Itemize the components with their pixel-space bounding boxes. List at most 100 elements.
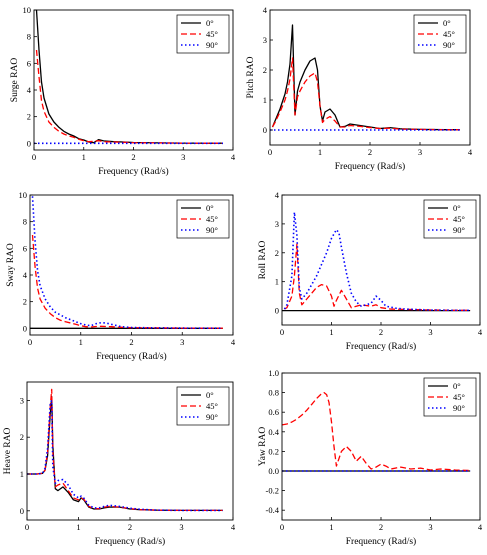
surge-chart: 0 1 2 3 4 0 2 4 6 8 10 Frequency (Rad/s) Surge RAO 0°… [10, 5, 236, 177]
yaw-y-tick-label: 1.0 [268, 368, 279, 378]
yaw-y-tick-label: 0.0 [268, 466, 279, 476]
yaw-y-tick-label: 0.2 [268, 446, 279, 456]
surge-y-tick-label: 6 [27, 58, 31, 68]
heave-y-axis-label: Heave RAO [3, 428, 13, 475]
sway-y-tick-label: 0 [23, 323, 27, 333]
heave-x-tick-label: 1 [76, 522, 80, 532]
pitch-x-tick-label: 3 [418, 147, 422, 157]
pitch-legend-label: 45° [443, 29, 455, 39]
surge-y-tick-label: 4 [27, 85, 32, 95]
heave-y-tick-label: 2 [20, 432, 24, 442]
heave-series-90deg [27, 399, 223, 512]
roll-x-tick-label: 0 [280, 327, 284, 337]
heave-legend-label: 90° [206, 412, 218, 422]
heave-x-tick-label: 2 [128, 522, 132, 532]
sway-legend-label: 45° [206, 214, 218, 224]
pitch-legend-label: 0° [443, 18, 451, 28]
roll-y-tick-label: 0 [275, 306, 279, 316]
yaw-x-tick-label: 3 [428, 522, 432, 532]
yaw-y-tick-label: -0.4 [266, 505, 280, 515]
pitch-x-tick-label: 4 [468, 147, 473, 157]
surge-legend-label: 0° [206, 18, 214, 28]
sway-x-tick-label: 3 [180, 337, 184, 347]
yaw-series-45deg [282, 391, 471, 472]
surge-x-tick-label: 0 [32, 152, 36, 162]
roll-chart: 0 1 2 3 4 0 1 2 3 4 Frequency (Rad/s) Roll RAO 0°45°… [258, 190, 483, 352]
surge-legend-label: 45° [206, 29, 218, 39]
sway-series-45deg [31, 234, 223, 329]
roll-series-45deg [284, 243, 471, 311]
roll-y-tick-label: 4 [275, 190, 280, 200]
roll-y-tick-label: 2 [275, 248, 279, 258]
heave-x-tick-label: 0 [25, 522, 29, 532]
pitch-chart: 0 1 2 3 4 0 1 2 3 4 Frequency (Rad/s) Pitch RAO 0°45… [246, 5, 473, 172]
yaw-y-tick-label: 0.6 [268, 407, 279, 417]
sway-y-tick-label: 8 [23, 217, 27, 227]
roll-x-axis-label: Frequency (Rad/s) [346, 341, 416, 352]
pitch-x-tick-label: 2 [368, 147, 372, 157]
roll-y-axis-label: Roll RAO [258, 240, 268, 279]
yaw-chart: 0 1 2 3 4 -0.4 -0.2 0.0 0.2 0.4 0.6 0.8 1.0 Frequency… [258, 368, 483, 547]
roll-x-tick-label: 2 [379, 327, 383, 337]
sway-legend-label: 0° [206, 203, 214, 213]
heave-y-tick-label: 0 [20, 506, 24, 516]
heave-legend-label: 45° [206, 401, 218, 411]
pitch-legend-label: 90° [443, 40, 455, 50]
pitch-y-tick-label: 4 [263, 5, 268, 15]
roll-legend-label: 0° [453, 203, 461, 213]
surge-x-axis-label: Frequency (Rad/s) [98, 166, 168, 177]
sway-y-tick-label: 10 [19, 190, 28, 200]
pitch-x-tick-label: 0 [268, 147, 272, 157]
surge-x-tick-label: 2 [131, 152, 135, 162]
pitch-x-tick-label: 1 [318, 147, 322, 157]
heave-x-tick-label: 4 [231, 522, 236, 532]
heave-x-tick-label: 3 [179, 522, 183, 532]
pitch-y-axis-label: Pitch RAO [246, 56, 256, 98]
pitch-y-tick-label: 1 [263, 95, 267, 105]
heave-y-tick-label: 1 [20, 469, 24, 479]
surge-y-tick-label: 0 [27, 138, 31, 148]
surge-y-tick-label: 10 [23, 5, 32, 15]
yaw-x-tick-label: 2 [379, 522, 383, 532]
pitch-y-tick-label: 0 [263, 125, 267, 135]
pitch-series-45deg [271, 57, 460, 131]
yaw-legend-label: 90° [453, 403, 465, 413]
yaw-legend-label: 0° [453, 381, 461, 391]
roll-x-tick-label: 1 [329, 327, 333, 337]
sway-y-tick-label: 2 [23, 297, 27, 307]
yaw-x-tick-label: 4 [478, 522, 483, 532]
surge-series-45deg [35, 49, 223, 144]
sway-legend-label: 90° [206, 225, 218, 235]
surge-y-tick-label: 8 [27, 32, 31, 42]
yaw-y-tick-label: -0.2 [266, 486, 279, 496]
sway-x-tick-label: 1 [79, 337, 83, 347]
surge-legend-label: 90° [206, 40, 218, 50]
sway-x-axis-label: Frequency (Rad/s) [96, 351, 166, 362]
heave-y-tick-label: 3 [20, 395, 24, 405]
yaw-y-axis-label: Yaw RAO [258, 427, 268, 467]
roll-x-tick-label: 3 [428, 327, 432, 337]
surge-x-tick-label: 3 [181, 152, 185, 162]
yaw-y-tick-label: 0.8 [268, 388, 279, 398]
roll-y-tick-label: 1 [275, 277, 279, 287]
surge-legend-box [176, 14, 230, 54]
sway-y-tick-label: 4 [23, 270, 28, 280]
roll-x-tick-label: 4 [478, 327, 483, 337]
surge-y-tick-label: 2 [27, 112, 31, 122]
pitch-y-tick-label: 3 [263, 35, 267, 45]
sway-x-tick-label: 0 [28, 337, 32, 347]
sway-x-tick-label: 4 [231, 337, 236, 347]
sway-y-axis-label: Sway RAO [6, 243, 16, 287]
heave-chart: 0 1 2 3 4 0 1 2 3 Frequency (Rad/s) Heave RAO 0°45°… [3, 381, 236, 547]
pitch-x-axis-label: Frequency (Rad/s) [335, 161, 405, 172]
yaw-x-tick-label: 0 [280, 522, 284, 532]
roll-y-tick-label: 3 [275, 219, 279, 229]
pitch-y-tick-label: 2 [263, 65, 267, 75]
yaw-x-axis-label: Frequency (Rad/s) [346, 536, 416, 547]
roll-legend-label: 45° [453, 214, 465, 224]
surge-x-tick-label: 4 [231, 152, 236, 162]
sway-x-tick-label: 2 [129, 337, 133, 347]
yaw-legend-label: 45° [453, 392, 465, 402]
